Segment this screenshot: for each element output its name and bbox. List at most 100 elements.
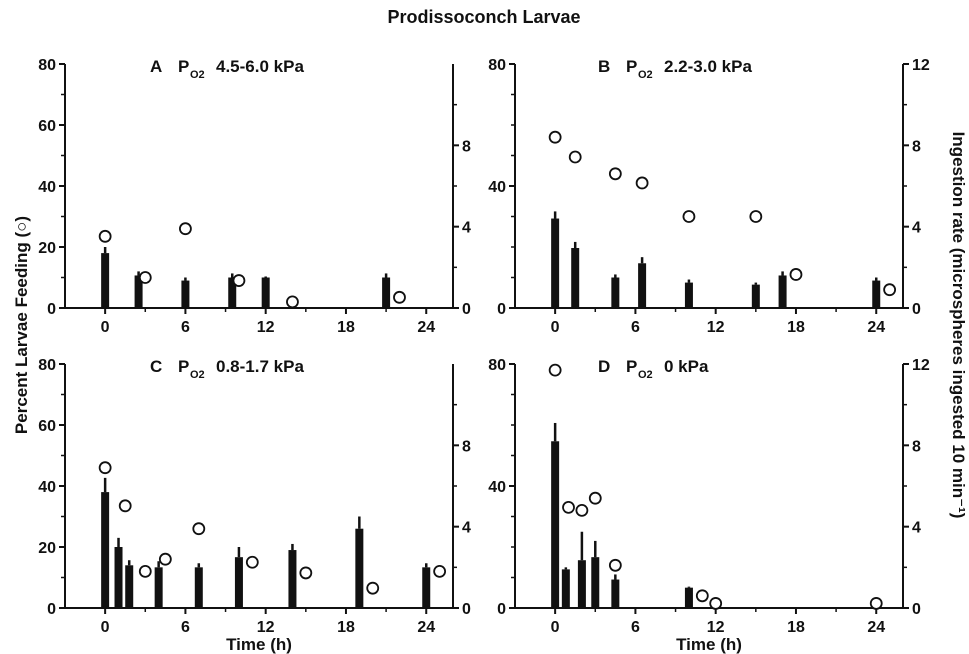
x-tick-label: 24 [417, 319, 435, 336]
figure-title: Prodissoconch Larvae [387, 7, 580, 27]
percent-feeding-point [548, 130, 562, 144]
y-left-tick-label: 0 [497, 601, 506, 618]
ingestion-bar [422, 567, 431, 608]
y-right-tick-label: 8 [912, 438, 921, 455]
percent-feeding-point [869, 597, 883, 610]
ingestion-bar [261, 277, 270, 308]
ingestion-bar [355, 528, 364, 608]
panel-po2-subscript: O2 [638, 369, 653, 381]
panel-d: 0 40 80 0 4 8 12 0 6 12 18 24 D P O2 0 kPa Time (h) [488, 357, 930, 654]
percent-feeding-point [695, 589, 709, 603]
percent-feeding-point [562, 500, 575, 514]
x-tick-label: 24 [417, 619, 435, 636]
percent-feeding-point [682, 210, 696, 223]
x-tick-label: 12 [707, 319, 725, 336]
panel-condition: 4.5-6.0 kPa [216, 57, 304, 76]
percent-feeding-point [575, 503, 589, 517]
ingestion-bar [611, 579, 620, 608]
y-right-tick-label: 4 [462, 520, 471, 537]
percent-feeding-point [138, 271, 152, 284]
ingestion-bar [551, 441, 560, 608]
x-axis-label: Time (h) [676, 635, 742, 654]
ingestion-bar [684, 587, 693, 608]
y-right-tick-label: 4 [912, 520, 921, 537]
ingestion-bar [551, 218, 560, 308]
y-left-tick-label: 40 [488, 479, 506, 496]
panel-letter: C [150, 357, 162, 376]
ingestion-bar [561, 569, 570, 608]
x-tick-label: 12 [257, 619, 275, 636]
percent-feeding-point [179, 222, 192, 236]
ingestion-bar [591, 557, 600, 608]
percent-feeding-point [749, 210, 763, 223]
x-tick-label: 6 [181, 319, 190, 336]
x-tick-label: 6 [631, 319, 640, 336]
percent-feeding-point [98, 229, 112, 243]
percent-feeding-point [608, 167, 622, 181]
panel-letter: D [598, 357, 610, 376]
panel-po2-subscript: O2 [638, 69, 653, 81]
y-right-tick-label: 8 [912, 138, 921, 155]
percent-feeding-point [138, 565, 152, 578]
y-left-tick-label: 40 [488, 179, 506, 196]
x-tick-label: 12 [257, 319, 275, 336]
x-tick-label: 24 [867, 619, 885, 636]
y-left-tick-label: 40 [38, 179, 56, 196]
percent-feeding-point [393, 290, 406, 304]
ingestion-bar [611, 277, 620, 308]
x-tick-label: 0 [101, 319, 110, 336]
ingestion-bar [288, 550, 297, 608]
panel-po2-symbol: P [178, 357, 189, 376]
ingestion-bar [382, 277, 391, 308]
ingestion-bar [125, 565, 134, 608]
ingestion-bar [194, 567, 203, 608]
ingestion-bar [154, 567, 163, 608]
percent-feeding-point [245, 555, 259, 569]
x-tick-label: 6 [181, 619, 190, 636]
x-tick-label: 18 [787, 619, 805, 636]
ingestion-bar [234, 557, 243, 608]
y-left-tick-label: 20 [38, 240, 56, 257]
ingestion-bar [778, 275, 787, 308]
x-axis-label: Time (h) [226, 635, 292, 654]
y-left-tick-label: 0 [47, 601, 56, 618]
percent-feeding-point [789, 268, 803, 281]
panel-b: 0 40 80 0 4 8 12 0 6 12 18 24 B P O2 2.2-3.0 kPa [488, 57, 930, 336]
ingestion-bar [638, 263, 647, 308]
x-tick-label: 18 [787, 319, 805, 336]
y-right-tick-label: 0 [912, 601, 921, 618]
ingestion-bar [101, 492, 110, 608]
x-tick-label: 24 [867, 319, 885, 336]
ingestion-bar [114, 547, 123, 608]
y-right-tick-label: 0 [912, 301, 921, 318]
y-left-tick-label: 80 [488, 357, 506, 374]
percent-feeding-point [192, 522, 206, 536]
y-right-tick-label: 0 [462, 301, 471, 318]
y-left-tick-label: 60 [38, 418, 56, 435]
y-left-tick-label: 0 [497, 301, 506, 318]
y-left-tick-label: 80 [38, 57, 56, 74]
percent-feeding-point [635, 176, 649, 190]
panel-condition: 0.8-1.7 kPa [216, 357, 304, 376]
x-tick-label: 6 [631, 619, 640, 636]
ingestion-bar [751, 284, 760, 308]
percent-feeding-point [366, 581, 380, 595]
x-tick-label: 18 [337, 619, 355, 636]
y-right-tick-label: 8 [462, 438, 471, 455]
x-tick-label: 0 [551, 319, 560, 336]
y-right-tick-label: 4 [912, 220, 921, 237]
y-right-tick-label: 4 [462, 220, 471, 237]
percent-feeding-point [433, 565, 447, 578]
panel-letter: B [598, 57, 610, 76]
x-tick-label: 12 [707, 619, 725, 636]
y-right-tick-label: 8 [462, 138, 471, 155]
panel-letter: A [150, 57, 162, 76]
panel-po2-subscript: O2 [190, 369, 205, 381]
y-left-tick-label: 80 [488, 57, 506, 74]
percent-feeding-point [299, 566, 313, 580]
x-tick-label: 0 [101, 619, 110, 636]
percent-feeding-point [158, 552, 172, 566]
percent-feeding-point [98, 461, 112, 475]
